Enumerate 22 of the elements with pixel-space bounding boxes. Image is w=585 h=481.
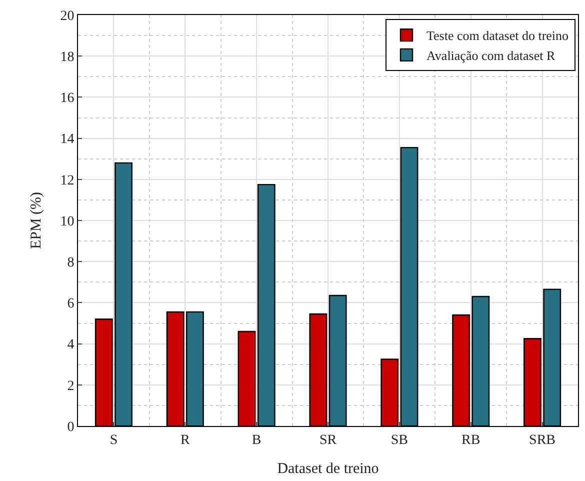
y-tick-label: 8 [67, 256, 74, 270]
y-axis-title: EPM (%) [28, 192, 44, 250]
y-tick-label: 12 [60, 173, 74, 188]
y-tick-label: 10 [60, 214, 74, 230]
x-tick-label: RB [462, 432, 480, 448]
x-tick-label: SB [390, 432, 408, 448]
x-tick-label: SRB [529, 432, 556, 448]
y-tick-label: 2 [67, 378, 74, 394]
y-tick-label: 14 [60, 132, 74, 148]
legend-label: Avaliação com dataset R [426, 48, 556, 64]
x-tick-label: S [110, 432, 118, 448]
x-tick-label: R [180, 432, 190, 448]
legend-label: Teste com dataset do treino [426, 28, 569, 44]
y-tick-label: 20 [60, 8, 74, 24]
y-tick-label: 0 [67, 420, 74, 435]
y-tick-label: 6 [67, 296, 74, 312]
y-tick-label: 18 [60, 50, 74, 65]
x-axis-title: Dataset de treino [277, 460, 379, 477]
x-tick-label: B [252, 432, 262, 448]
x-tick-label: SR [319, 432, 338, 448]
y-tick-label: 16 [60, 91, 74, 106]
y-tick-label: 4 [67, 338, 74, 353]
